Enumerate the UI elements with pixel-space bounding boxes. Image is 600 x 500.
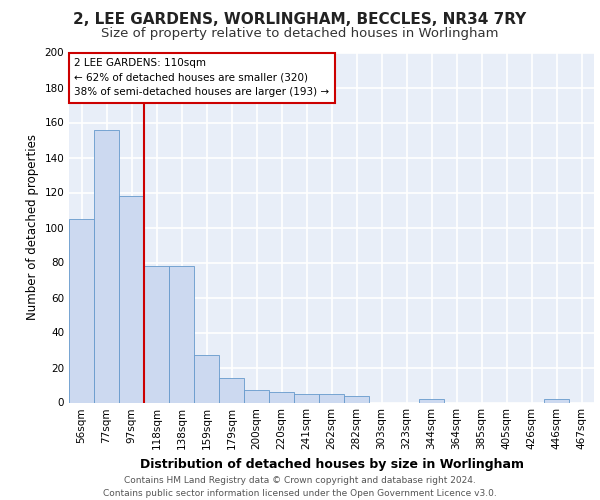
Bar (344, 396, 369, 402)
Bar (119, 196, 144, 402)
Text: 2 LEE GARDENS: 110sqm
← 62% of detached houses are smaller (320)
38% of semi-det: 2 LEE GARDENS: 110sqm ← 62% of detached … (74, 58, 329, 98)
Bar (269, 392, 294, 402)
Text: Contains HM Land Registry data © Crown copyright and database right 2024.
Contai: Contains HM Land Registry data © Crown c… (103, 476, 497, 498)
Bar (244, 390, 269, 402)
Bar (69, 219, 94, 402)
Bar (194, 355, 219, 403)
Text: 2, LEE GARDENS, WORLINGHAM, BECCLES, NR34 7RY: 2, LEE GARDENS, WORLINGHAM, BECCLES, NR3… (73, 12, 527, 28)
Bar (294, 394, 319, 402)
Text: Size of property relative to detached houses in Worlingham: Size of property relative to detached ho… (101, 28, 499, 40)
Bar (219, 378, 244, 402)
Bar (319, 394, 344, 402)
X-axis label: Distribution of detached houses by size in Worlingham: Distribution of detached houses by size … (139, 458, 523, 471)
Bar (94, 130, 119, 402)
Y-axis label: Number of detached properties: Number of detached properties (26, 134, 39, 320)
Bar (169, 266, 194, 402)
Bar (419, 399, 444, 402)
Bar (144, 266, 169, 402)
Bar (544, 399, 569, 402)
